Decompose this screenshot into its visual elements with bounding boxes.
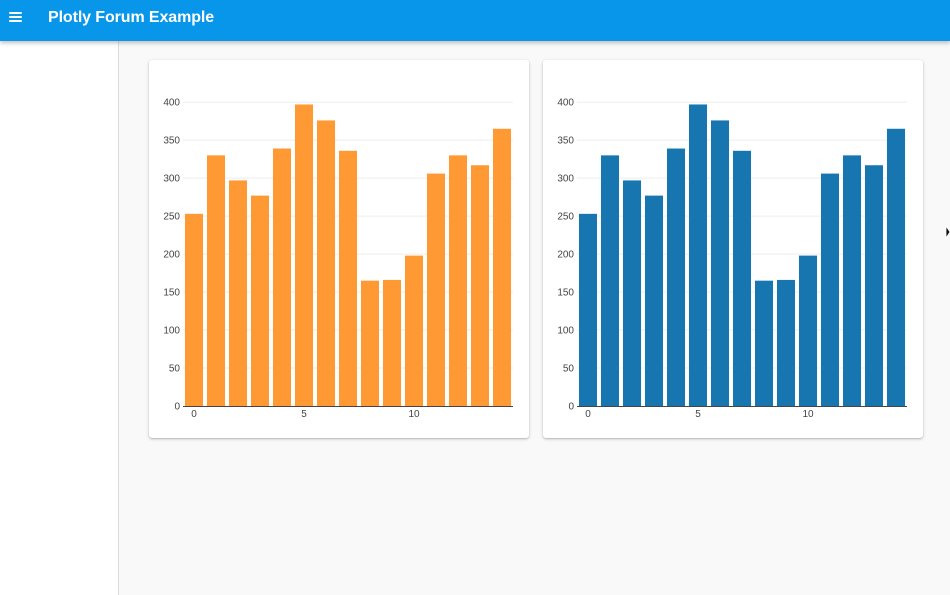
bar[interactable] xyxy=(688,104,708,406)
y-tick-label: 100 xyxy=(163,326,180,337)
x-tick-label: 0 xyxy=(585,409,591,420)
main-content: 0 50 100 150 200 250 300 350 400 0 5 10 0 50 100 150 20… xyxy=(119,41,950,595)
bar[interactable] xyxy=(250,195,270,406)
bar-chart-orange: 0 50 100 150 200 250 300 350 400 0 5 10 xyxy=(163,98,513,420)
bar[interactable] xyxy=(360,280,380,406)
bar[interactable] xyxy=(886,128,906,406)
bar[interactable] xyxy=(666,148,686,406)
y-tick-label: 50 xyxy=(169,364,181,375)
y-tick-label: 300 xyxy=(557,174,574,185)
x-tick-label: 0 xyxy=(191,409,197,420)
bar[interactable] xyxy=(316,120,336,406)
y-tick-label: 0 xyxy=(568,402,574,413)
x-tick-label: 10 xyxy=(802,409,814,420)
mouse-cursor-icon xyxy=(945,225,950,239)
x-tick-label: 10 xyxy=(408,409,420,420)
bar[interactable] xyxy=(184,213,204,406)
bar[interactable] xyxy=(644,195,664,406)
y-tick-label: 250 xyxy=(163,212,180,223)
bar[interactable] xyxy=(228,180,248,406)
y-tick-label: 100 xyxy=(557,326,574,337)
y-tick-label: 400 xyxy=(557,98,574,109)
bar[interactable] xyxy=(600,155,620,406)
bar-chart-blue: 0 50 100 150 200 250 300 350 400 0 5 10 xyxy=(557,98,907,420)
bar[interactable] xyxy=(820,173,840,406)
y-tick-label: 150 xyxy=(163,288,180,299)
bar[interactable] xyxy=(864,165,884,406)
app-bar: Plotly Forum Example xyxy=(0,0,950,41)
y-tick-label: 200 xyxy=(557,250,574,261)
y-tick-label: 250 xyxy=(557,212,574,223)
y-tick-label: 350 xyxy=(163,136,180,147)
bar[interactable] xyxy=(842,155,862,406)
y-tick-label: 200 xyxy=(163,250,180,261)
bar[interactable] xyxy=(798,255,818,406)
bar[interactable] xyxy=(492,128,512,406)
bar[interactable] xyxy=(404,255,424,406)
bar[interactable] xyxy=(448,155,468,406)
bar[interactable] xyxy=(470,165,490,406)
bar[interactable] xyxy=(710,120,730,406)
bar[interactable] xyxy=(732,150,752,406)
y-tick-label: 350 xyxy=(557,136,574,147)
bar[interactable] xyxy=(382,279,402,406)
y-tick-label: 50 xyxy=(563,364,575,375)
bar[interactable] xyxy=(622,180,642,406)
bar[interactable] xyxy=(754,280,774,406)
y-tick-label: 0 xyxy=(174,402,180,413)
side-drawer xyxy=(0,41,119,595)
bar[interactable] xyxy=(206,155,226,406)
hamburger-menu-icon[interactable] xyxy=(7,8,25,26)
bar[interactable] xyxy=(426,173,446,406)
bar[interactable] xyxy=(294,104,314,406)
y-tick-label: 300 xyxy=(163,174,180,185)
bar[interactable] xyxy=(338,150,358,406)
x-tick-label: 5 xyxy=(695,409,701,420)
x-tick-label: 5 xyxy=(301,409,307,420)
chart-card-blue: 0 50 100 150 200 250 300 350 400 0 5 10 xyxy=(543,60,923,438)
app-title: Plotly Forum Example xyxy=(48,9,215,26)
y-tick-label: 150 xyxy=(557,288,574,299)
y-tick-label: 400 xyxy=(163,98,180,109)
bar[interactable] xyxy=(272,148,292,406)
bar[interactable] xyxy=(578,213,598,406)
bar[interactable] xyxy=(776,279,796,406)
chart-card-orange: 0 50 100 150 200 250 300 350 400 0 5 10 xyxy=(149,60,529,438)
